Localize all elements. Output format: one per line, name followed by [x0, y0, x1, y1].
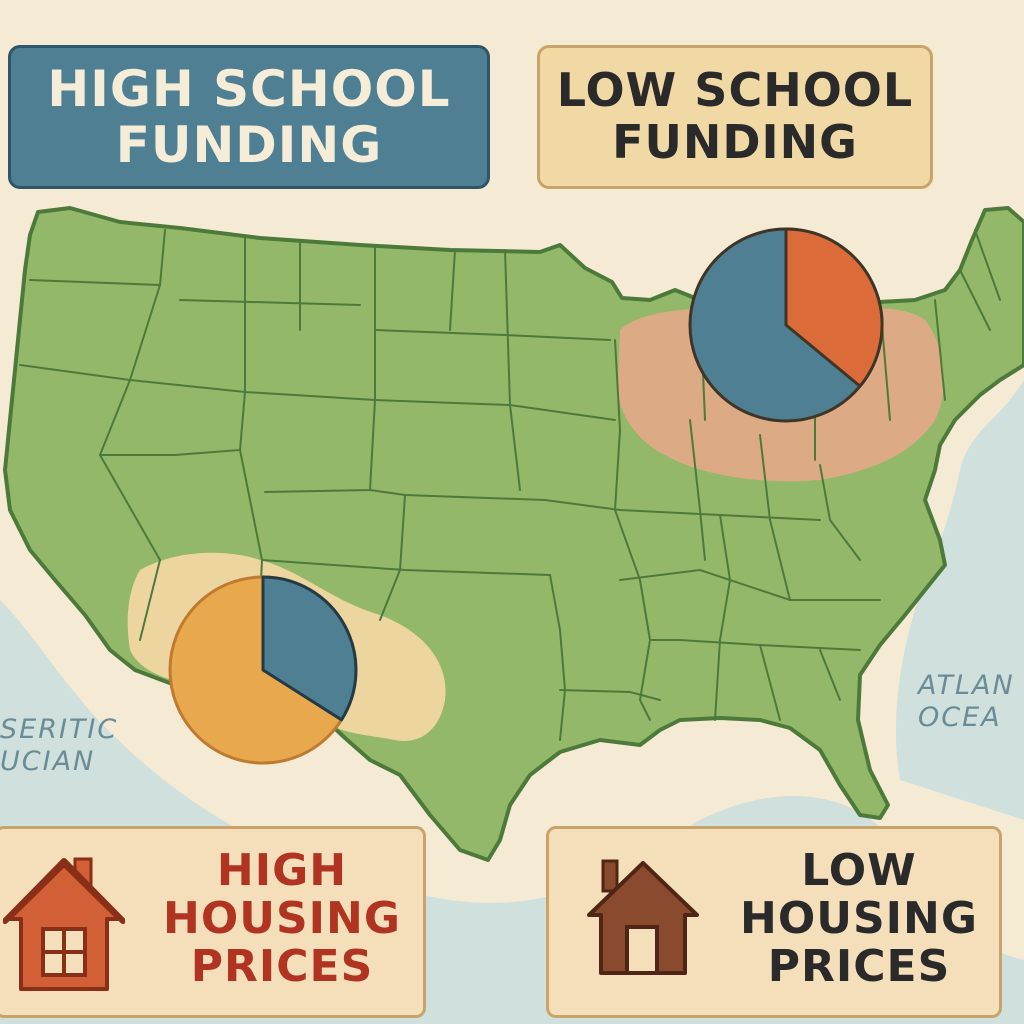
- ocean-label-line: ATLAN: [918, 670, 1015, 701]
- card-line: PRICES: [190, 941, 374, 992]
- house-icon: [3, 857, 125, 991]
- atlantic-ocean: [895, 380, 1024, 820]
- card-line: HIGH: [216, 845, 348, 896]
- northeast-pie-orange-slice: [784, 227, 884, 388]
- low-school-funding-banner: LOW SCHOOL FUNDING: [537, 45, 933, 189]
- low-housing-prices-label: LOW HOUSING PRICES: [719, 849, 999, 993]
- card-line: HOUSING: [163, 893, 401, 944]
- southwest-pie-blue-slice: [261, 575, 358, 722]
- banner-line: FUNDING: [115, 116, 383, 174]
- high-housing-prices-label: HIGH HOUSING PRICES: [147, 849, 417, 993]
- atlantic-ocean-label: ATLAN OCEA: [918, 670, 1015, 735]
- banner-line: HIGH SCHOOL: [47, 60, 451, 118]
- southwest-pie-chart: [168, 575, 358, 765]
- banner-line: LOW SCHOOL: [556, 63, 914, 118]
- ocean-label-line: OCEA: [918, 702, 1002, 734]
- card-line: LOW: [801, 845, 917, 896]
- high-housing-prices-card: HIGH HOUSING PRICES: [0, 826, 426, 1018]
- card-line: PRICES: [767, 941, 951, 992]
- card-line: HOUSING: [740, 893, 978, 944]
- high-school-funding-banner: HIGH SCHOOL FUNDING: [8, 45, 490, 189]
- northeast-pie-chart: [688, 227, 884, 423]
- state-borders: [19, 229, 1001, 741]
- pacific-ocean-label: SERITIC UCIAN: [0, 714, 118, 779]
- house-icon: [587, 859, 699, 975]
- ocean-label-line: SERITIC: [0, 714, 119, 745]
- low-housing-prices-card: LOW HOUSING PRICES: [546, 826, 1002, 1018]
- ocean-label-line: UCIAN: [0, 746, 96, 778]
- banner-line: FUNDING: [612, 115, 858, 169]
